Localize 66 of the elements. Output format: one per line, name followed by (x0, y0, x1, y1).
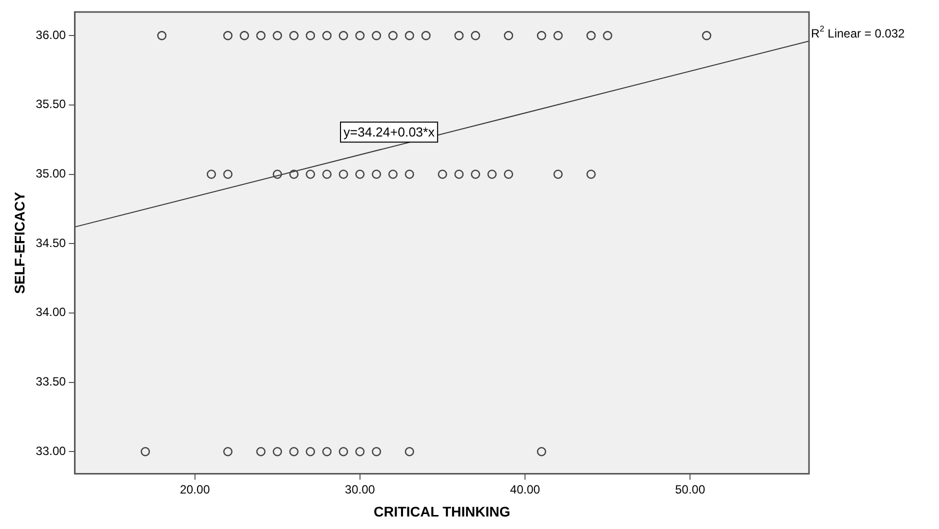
point (289, 30, 299, 40)
point (487, 170, 497, 179)
point (355, 30, 365, 40)
point (289, 170, 299, 179)
point (504, 170, 514, 179)
point (504, 30, 514, 40)
x-tick-label: 30.00 (344, 482, 376, 496)
point (586, 170, 596, 179)
point (306, 170, 316, 179)
point (338, 170, 348, 179)
point (470, 30, 480, 40)
point (338, 446, 348, 456)
point (438, 170, 448, 179)
point (355, 446, 365, 456)
point (272, 170, 282, 179)
point (256, 30, 266, 40)
point (240, 30, 250, 40)
point (272, 446, 282, 456)
point (322, 30, 332, 40)
point (322, 170, 332, 179)
y-tick-label: 35.50 (36, 97, 66, 112)
x-tick-label: 40.00 (510, 482, 540, 496)
point (322, 446, 332, 456)
point (404, 30, 414, 40)
point (404, 170, 414, 179)
point (306, 30, 316, 40)
x-axis-title: CRITICAL THINKING (374, 503, 510, 520)
point (355, 170, 365, 179)
point (454, 30, 464, 40)
y-tick-label: 34.50 (36, 236, 66, 250)
point (553, 30, 563, 40)
point (140, 446, 150, 456)
y-tick-label: 33.50 (36, 374, 66, 389)
point (586, 30, 596, 40)
point (404, 446, 414, 456)
point (536, 446, 546, 456)
point (454, 170, 464, 179)
point (602, 30, 612, 40)
y-tick-label: 35.00 (36, 166, 66, 181)
point (372, 446, 382, 456)
point (223, 30, 233, 40)
point (157, 30, 166, 40)
y-tick-label: 34.00 (36, 305, 66, 320)
point (223, 170, 233, 179)
point (206, 170, 216, 179)
point (306, 446, 316, 456)
y-tick-label: 33.00 (36, 444, 66, 458)
point (372, 170, 382, 179)
y-axis-title: SELF-EFICACY (11, 191, 28, 294)
point (536, 30, 546, 40)
annotation: y=34.24+0.03*x (344, 124, 436, 140)
point (421, 30, 431, 40)
point (388, 170, 398, 179)
point (223, 446, 233, 456)
x-tick-label: 20.00 (180, 482, 210, 496)
point (470, 170, 480, 179)
point (553, 170, 563, 179)
x-tick-label: 50.00 (675, 482, 706, 496)
point (256, 446, 266, 456)
point (388, 30, 398, 40)
point (372, 30, 382, 40)
y-tick-label: 36.00 (36, 28, 66, 42)
point (702, 30, 712, 40)
point (338, 30, 348, 40)
point (272, 30, 282, 40)
point (289, 446, 299, 456)
